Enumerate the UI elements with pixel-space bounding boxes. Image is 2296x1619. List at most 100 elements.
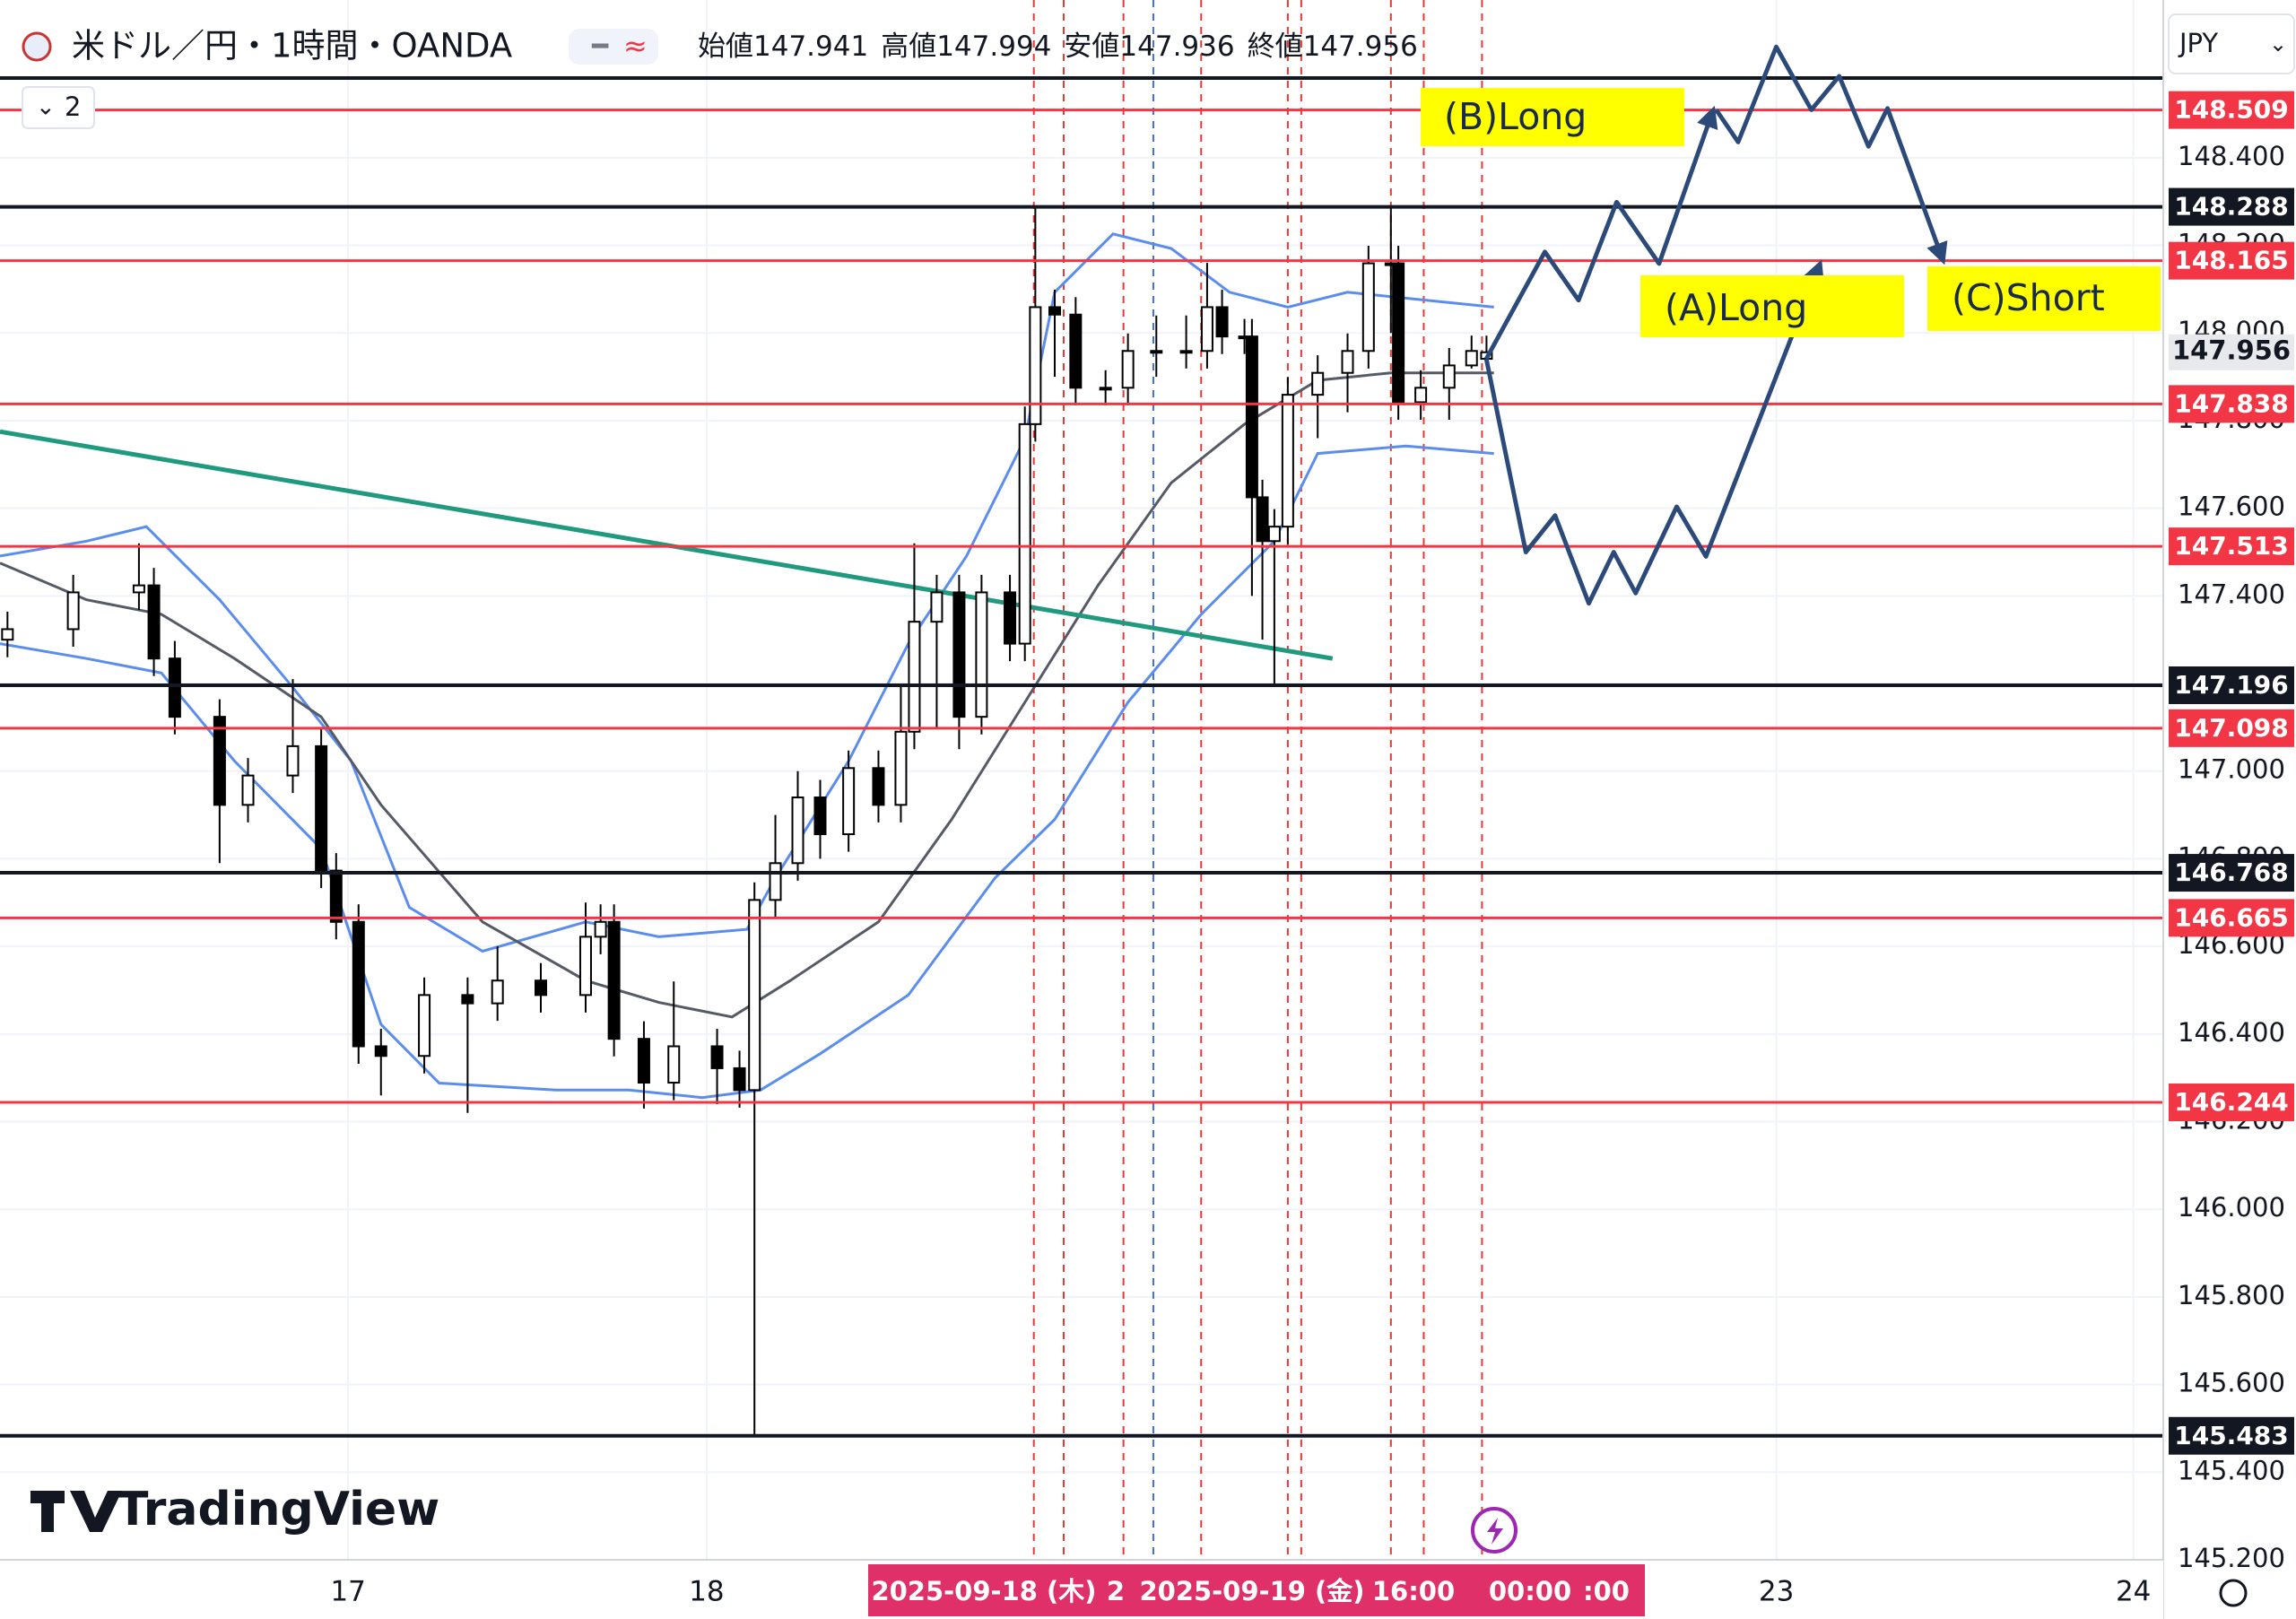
candle-body	[1018, 422, 1031, 645]
y-tick-label: 145.400	[2178, 1455, 2285, 1485]
plot-layer	[0, 0, 2163, 1560]
crosshair-label: 2025-09-18 (木)	[871, 1576, 1096, 1606]
y-tick-label: 147.000	[2178, 754, 2285, 785]
candle-body	[952, 591, 966, 718]
candle-body	[241, 774, 255, 806]
candle-body	[168, 657, 181, 718]
candle-body	[1392, 262, 1405, 404]
ohlc-label: 高値	[881, 30, 936, 63]
level-label: 145.483	[2174, 1421, 2289, 1450]
candle-body	[1099, 387, 1112, 391]
symbol-title: 米ドル／円・1時間・OANDA	[72, 27, 512, 65]
last-price-box	[2169, 334, 2294, 370]
ohlc-value: 147.941	[753, 30, 868, 63]
candle-body	[491, 979, 504, 1005]
candle-body	[813, 796, 827, 836]
x-tick-label: 18	[689, 1576, 724, 1608]
candle-body	[1, 628, 14, 641]
candle-body	[594, 920, 607, 938]
annotation-box	[1640, 275, 1904, 337]
arrow	[1483, 259, 1824, 606]
pill-icon: ━	[591, 31, 609, 63]
candle-body	[733, 1066, 746, 1092]
band-line	[0, 371, 1494, 1019]
currency: JPY	[2178, 28, 2218, 58]
level-label-box	[2169, 899, 2294, 937]
candle-body	[637, 1038, 650, 1084]
y-tick-label: 145.800	[2178, 1280, 2285, 1310]
scenario-arrows	[1483, 44, 1948, 606]
ohlc-label: 終値	[1248, 30, 1303, 63]
candle-body	[791, 796, 804, 865]
y-tick-label: 147.400	[2178, 579, 2285, 609]
crosshair-label: 00:00	[1489, 1576, 1571, 1606]
level-label-box	[2169, 385, 2294, 423]
y-tick-label: 145.600	[2178, 1368, 2285, 1398]
annotation: (A)Long	[1665, 286, 1807, 329]
candle-body	[1465, 350, 1478, 367]
level-label: 148.165	[2174, 246, 2289, 275]
y-tick-label: 146.400	[2178, 1017, 2285, 1048]
candle-body	[1121, 350, 1135, 389]
currency-button[interactable]	[2168, 13, 2295, 74]
candle-body	[667, 1045, 681, 1084]
candle-body	[1150, 350, 1163, 354]
candle-body	[872, 767, 885, 806]
level-label-box	[2169, 709, 2294, 747]
level-label: 147.838	[2174, 388, 2289, 418]
brand: TradingView	[117, 1483, 439, 1536]
y-tick-label: 148.400	[2178, 141, 2285, 171]
candle-body	[352, 920, 365, 1048]
crosshair-label: 2	[1107, 1576, 1125, 1606]
candle-body	[1414, 387, 1428, 404]
candle-body	[1281, 394, 1294, 528]
level-label: 148.509	[2174, 95, 2289, 125]
candle-body	[975, 591, 988, 718]
candle-body	[461, 994, 474, 1005]
candle-body	[286, 744, 300, 777]
ohlc-value: 147.994	[936, 30, 1051, 63]
level-label-box	[2169, 187, 2294, 226]
candle-body	[535, 979, 547, 997]
candle-body	[1267, 526, 1281, 543]
level-label: 148.288	[2174, 192, 2289, 222]
candle-body	[710, 1045, 724, 1069]
candle-body	[1256, 496, 1269, 543]
candle-body	[1200, 306, 1213, 353]
indicator-toggle[interactable]	[22, 86, 95, 129]
candle-body	[1029, 306, 1042, 425]
candle-body	[418, 994, 431, 1058]
annotation-box	[1927, 266, 2161, 331]
candle-body	[1245, 335, 1258, 499]
settings-icon[interactable]	[2219, 1579, 2248, 1607]
crosshair-range	[868, 1564, 1645, 1616]
ohlc-label: 始値	[698, 30, 753, 63]
candle-body	[930, 591, 944, 623]
candle-body	[578, 936, 592, 997]
ohlc-label: 安値	[1064, 30, 1119, 63]
candle-body	[213, 716, 226, 806]
candle-body	[769, 862, 782, 901]
candle-body	[894, 730, 908, 806]
level-label-box	[2169, 241, 2294, 280]
candle-body	[1215, 306, 1229, 338]
flag-icon	[22, 31, 52, 62]
candle-body	[66, 591, 80, 631]
candle-body	[329, 869, 343, 923]
level-label-box	[2169, 1084, 2294, 1122]
ohlc-value: 147.956	[1303, 30, 1418, 63]
last-price-label: 147.956	[2172, 335, 2291, 366]
level-label: 147.196	[2174, 670, 2289, 700]
indicator-count: 2	[65, 91, 81, 122]
annotation: (B)Long	[1444, 95, 1587, 138]
ohlc: 始値147.941 高値147.994 安値147.936 終値147.956	[698, 30, 1418, 63]
crosshair-label: :00	[1583, 1576, 1630, 1606]
level-label: 146.768	[2174, 857, 2289, 887]
arrow	[1484, 105, 1718, 361]
event-icon-bolt	[1487, 1518, 1503, 1545]
crosshair-labels: 2025-09-18 (木) 2 2025-09-19 (金) 16:00 00:00:…	[871, 1576, 1630, 1606]
status-pill[interactable]	[569, 29, 658, 65]
level-label: 146.244	[2174, 1087, 2289, 1117]
